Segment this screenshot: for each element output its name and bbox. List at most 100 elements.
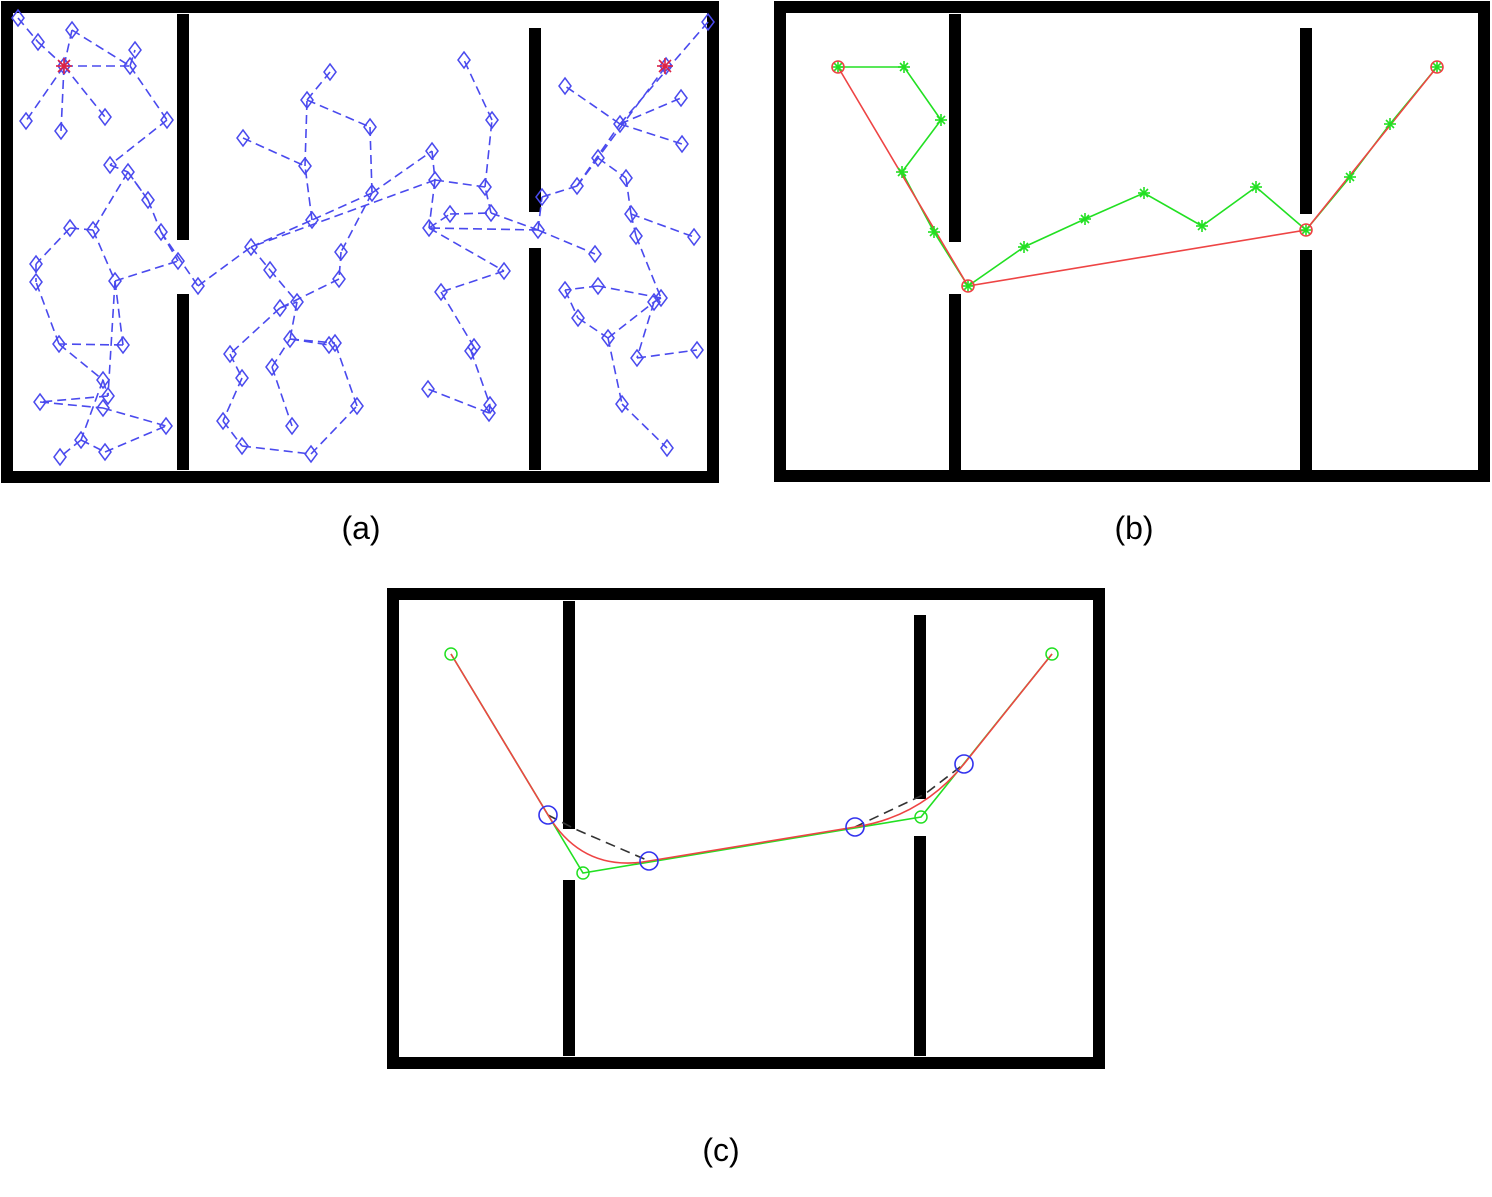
- asterisk-marker: [928, 226, 940, 238]
- diamond-marker: [421, 379, 435, 399]
- diamond-marker: [263, 260, 277, 280]
- graph-edge: [484, 119, 493, 188]
- graph-edge: [311, 192, 373, 221]
- diamond-marker: [674, 88, 688, 108]
- graph-edge: [597, 157, 627, 179]
- asterisk-marker: [1018, 241, 1030, 253]
- diamond-marker: [160, 110, 174, 130]
- graph-edge: [58, 343, 124, 346]
- caption-a: (a): [341, 510, 381, 546]
- graph-edge: [242, 137, 306, 167]
- graph-edge: [630, 213, 695, 238]
- wall: [563, 601, 575, 829]
- map-border: [1, 1, 719, 483]
- asterisk-marker: [1138, 187, 1150, 199]
- graph-edge: [619, 123, 683, 145]
- graph-edge: [306, 99, 371, 128]
- diamond-marker: [11, 8, 25, 28]
- graph-edge: [428, 227, 539, 231]
- graph-edge: [229, 307, 281, 355]
- diamond-marker: [365, 183, 379, 203]
- diamond-marker: [428, 170, 442, 190]
- graph-edge: [576, 65, 667, 187]
- diamond-marker: [171, 251, 185, 271]
- start-marker: [56, 58, 72, 74]
- wall: [914, 836, 926, 1056]
- graph-edge: [653, 297, 662, 303]
- diamond-marker: [123, 56, 137, 76]
- graph-edge: [304, 165, 313, 221]
- graph-edge: [160, 231, 199, 287]
- asterisk-marker: [1344, 171, 1356, 183]
- circle-marker: [954, 754, 974, 774]
- graph-edge: [449, 212, 492, 215]
- graph-edge: [427, 388, 490, 414]
- asterisk-marker: [898, 61, 910, 73]
- diamond-marker: [74, 430, 88, 450]
- graph-edge: [310, 405, 358, 455]
- graph-edge: [71, 29, 131, 67]
- diamond-marker: [128, 40, 142, 60]
- diamond-marker: [322, 335, 336, 355]
- graph-edge: [428, 179, 436, 229]
- diamond-marker: [660, 438, 674, 458]
- diamond-marker: [33, 392, 47, 412]
- graph-edge: [306, 71, 331, 101]
- diamond-marker: [96, 370, 110, 390]
- wall: [529, 28, 541, 212]
- graph-edge: [636, 349, 698, 359]
- graph-edge: [463, 59, 493, 121]
- circle-marker: [1045, 647, 1059, 661]
- diamond-marker: [485, 110, 499, 130]
- waypoint-nodes: [444, 647, 1059, 880]
- diamond-marker: [235, 436, 249, 456]
- diamond-marker: [300, 90, 314, 110]
- graph-edge: [484, 186, 492, 214]
- graph-edge: [250, 219, 313, 248]
- graph-edge: [541, 185, 578, 198]
- diamond-marker: [323, 62, 337, 82]
- graph-edge: [597, 285, 662, 299]
- graph-edge: [102, 379, 109, 397]
- diamond-marker: [483, 395, 497, 415]
- diamond-marker: [54, 121, 68, 141]
- graph-edge: [69, 227, 94, 231]
- diamond-marker: [285, 416, 299, 436]
- waypoint-path: [450, 653, 1053, 874]
- diamond-marker: [591, 148, 605, 168]
- wall: [914, 615, 926, 799]
- graph-edge: [371, 150, 433, 194]
- asterisk-marker: [1431, 61, 1443, 73]
- control-polygon: [547, 814, 650, 862]
- graph-edge: [197, 246, 252, 287]
- graph-edge: [25, 65, 65, 122]
- asterisk-marker: [1384, 118, 1396, 130]
- graph-edge: [129, 49, 136, 67]
- asterisk-marker: [962, 280, 974, 292]
- graph-edge: [35, 227, 71, 265]
- circle-marker: [444, 647, 458, 661]
- asterisk-marker: [1250, 181, 1262, 193]
- diamond-marker: [482, 403, 496, 423]
- graph-edge: [340, 192, 373, 253]
- diamond-marker: [96, 398, 110, 418]
- graph-edge: [129, 65, 168, 121]
- panel-a-sample-graph: [1, 1, 719, 483]
- diamond-marker: [571, 308, 585, 328]
- graph-edge: [269, 269, 298, 303]
- diamond-marker: [690, 340, 704, 360]
- diamond-marker: [601, 328, 615, 348]
- circle-marker: [1430, 60, 1444, 74]
- diamond-marker: [334, 242, 348, 262]
- diamond-marker: [434, 282, 448, 302]
- graph-edge: [289, 338, 336, 344]
- diamond-marker: [350, 396, 364, 416]
- diamond-marker: [687, 227, 701, 247]
- caption-c: (c): [702, 1132, 740, 1168]
- graph-edge: [630, 213, 637, 237]
- diamond-marker: [443, 204, 457, 224]
- graph-edge: [537, 196, 543, 231]
- graph-edge: [440, 270, 505, 293]
- diamond-marker: [86, 220, 100, 240]
